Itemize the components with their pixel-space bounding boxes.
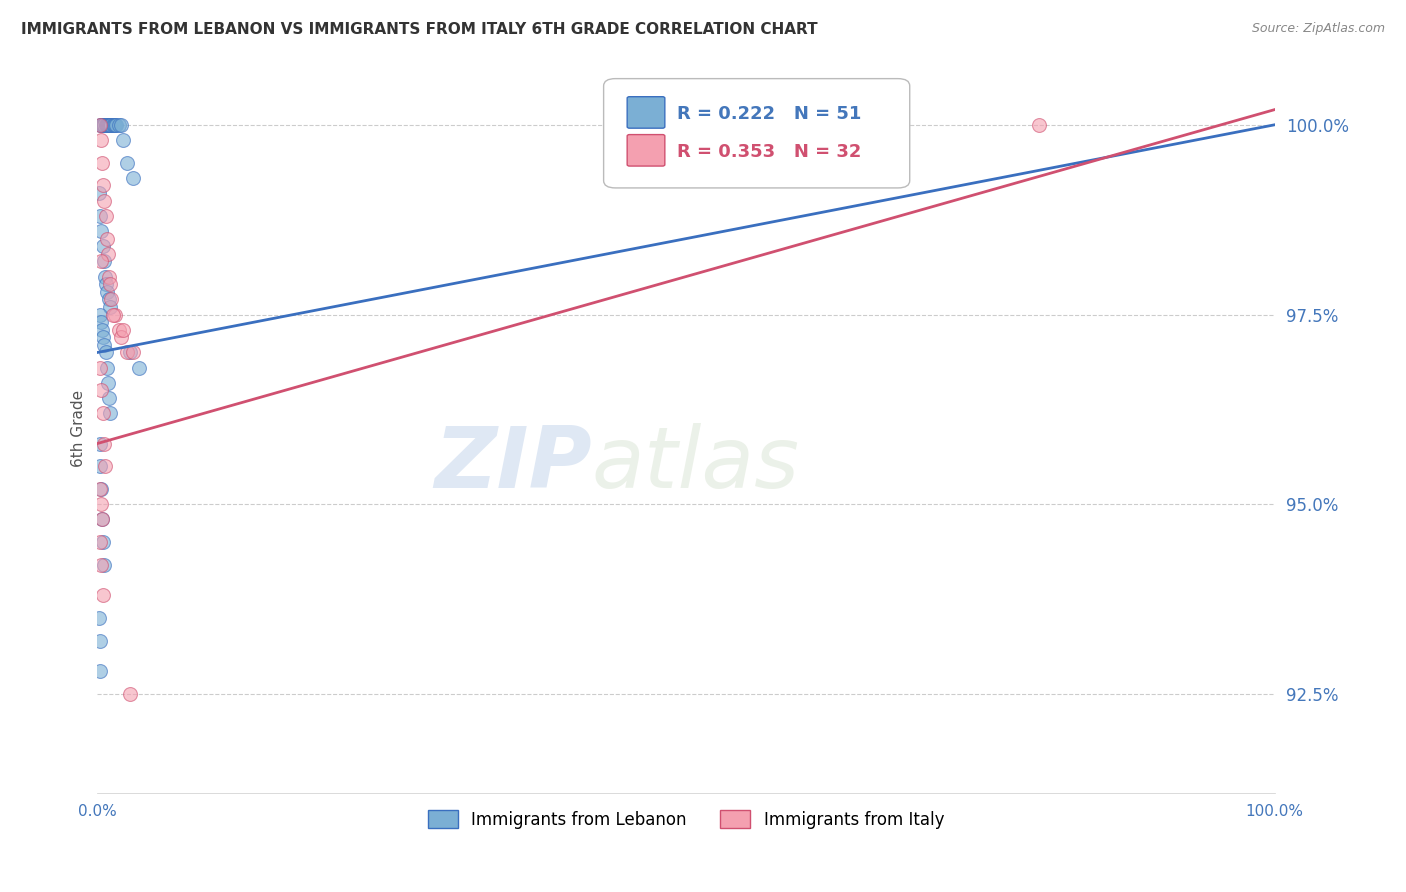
Point bbox=[104, 308, 127, 322]
Point bbox=[90, 118, 112, 132]
Point bbox=[98, 300, 121, 314]
Point bbox=[87, 186, 110, 200]
Point bbox=[97, 376, 120, 390]
Point bbox=[90, 224, 112, 238]
Text: ZIP: ZIP bbox=[434, 424, 592, 507]
Point bbox=[93, 118, 115, 132]
Point bbox=[97, 118, 120, 132]
Point bbox=[115, 155, 138, 169]
Point bbox=[91, 178, 114, 193]
Point bbox=[89, 535, 111, 549]
Point bbox=[98, 118, 121, 132]
Point bbox=[89, 459, 111, 474]
Point bbox=[93, 558, 115, 572]
Point bbox=[90, 482, 112, 496]
Point bbox=[110, 330, 132, 344]
FancyBboxPatch shape bbox=[627, 96, 665, 128]
Point bbox=[89, 118, 111, 132]
Point bbox=[105, 118, 128, 132]
Point bbox=[91, 330, 114, 344]
Point bbox=[93, 194, 115, 208]
Text: R = 0.353   N = 32: R = 0.353 N = 32 bbox=[676, 144, 860, 161]
Point bbox=[98, 277, 121, 292]
Point bbox=[98, 269, 121, 284]
Point bbox=[91, 512, 114, 526]
Point bbox=[89, 633, 111, 648]
Point bbox=[1028, 118, 1050, 132]
Point bbox=[101, 118, 124, 132]
Point bbox=[89, 360, 111, 375]
Point bbox=[97, 293, 120, 307]
Point bbox=[87, 611, 110, 625]
Point bbox=[128, 360, 150, 375]
Point bbox=[103, 118, 125, 132]
Point bbox=[93, 254, 115, 268]
Point bbox=[96, 360, 118, 375]
Point bbox=[96, 118, 118, 132]
Point bbox=[90, 315, 112, 329]
Point bbox=[91, 239, 114, 253]
Point bbox=[96, 285, 118, 299]
Point bbox=[94, 209, 117, 223]
Point bbox=[112, 323, 135, 337]
Point bbox=[89, 118, 111, 132]
Point bbox=[93, 338, 115, 352]
FancyBboxPatch shape bbox=[627, 135, 665, 166]
Text: IMMIGRANTS FROM LEBANON VS IMMIGRANTS FROM ITALY 6TH GRADE CORRELATION CHART: IMMIGRANTS FROM LEBANON VS IMMIGRANTS FR… bbox=[21, 22, 818, 37]
Point bbox=[89, 664, 111, 678]
FancyBboxPatch shape bbox=[603, 78, 910, 188]
Text: 100.0%: 100.0% bbox=[1246, 804, 1303, 819]
Point bbox=[90, 133, 112, 147]
Point bbox=[94, 459, 117, 474]
Point bbox=[97, 247, 120, 261]
Point bbox=[90, 384, 112, 398]
Point bbox=[112, 133, 135, 147]
Point bbox=[98, 406, 121, 420]
Point bbox=[100, 293, 122, 307]
Point bbox=[120, 345, 142, 359]
Point bbox=[104, 118, 127, 132]
Point bbox=[89, 209, 111, 223]
Point bbox=[107, 118, 129, 132]
Point bbox=[96, 232, 118, 246]
Point bbox=[89, 308, 111, 322]
Y-axis label: 6th Grade: 6th Grade bbox=[72, 390, 86, 467]
Point bbox=[98, 391, 121, 405]
Point bbox=[107, 323, 129, 337]
Text: Source: ZipAtlas.com: Source: ZipAtlas.com bbox=[1251, 22, 1385, 36]
Legend: Immigrants from Lebanon, Immigrants from Italy: Immigrants from Lebanon, Immigrants from… bbox=[422, 804, 950, 835]
Point bbox=[121, 170, 143, 185]
Point bbox=[120, 687, 142, 701]
Point bbox=[90, 558, 112, 572]
Point bbox=[91, 535, 114, 549]
Point bbox=[94, 118, 117, 132]
Point bbox=[93, 436, 115, 450]
Point bbox=[94, 269, 117, 284]
Point bbox=[94, 345, 117, 359]
Point bbox=[91, 512, 114, 526]
Point bbox=[90, 254, 112, 268]
Point bbox=[115, 345, 138, 359]
Point bbox=[100, 118, 122, 132]
Point bbox=[89, 482, 111, 496]
Point bbox=[91, 118, 114, 132]
Point bbox=[91, 588, 114, 602]
Text: 0.0%: 0.0% bbox=[77, 804, 117, 819]
Point bbox=[91, 118, 114, 132]
Point bbox=[101, 308, 124, 322]
Point bbox=[91, 155, 114, 169]
Point bbox=[89, 436, 111, 450]
Point bbox=[98, 118, 121, 132]
Text: atlas: atlas bbox=[592, 424, 800, 507]
Text: R = 0.222   N = 51: R = 0.222 N = 51 bbox=[676, 105, 860, 123]
Point bbox=[91, 406, 114, 420]
Point bbox=[91, 323, 114, 337]
Point bbox=[90, 497, 112, 511]
Point bbox=[110, 118, 132, 132]
Point bbox=[121, 345, 143, 359]
Point bbox=[96, 277, 118, 292]
